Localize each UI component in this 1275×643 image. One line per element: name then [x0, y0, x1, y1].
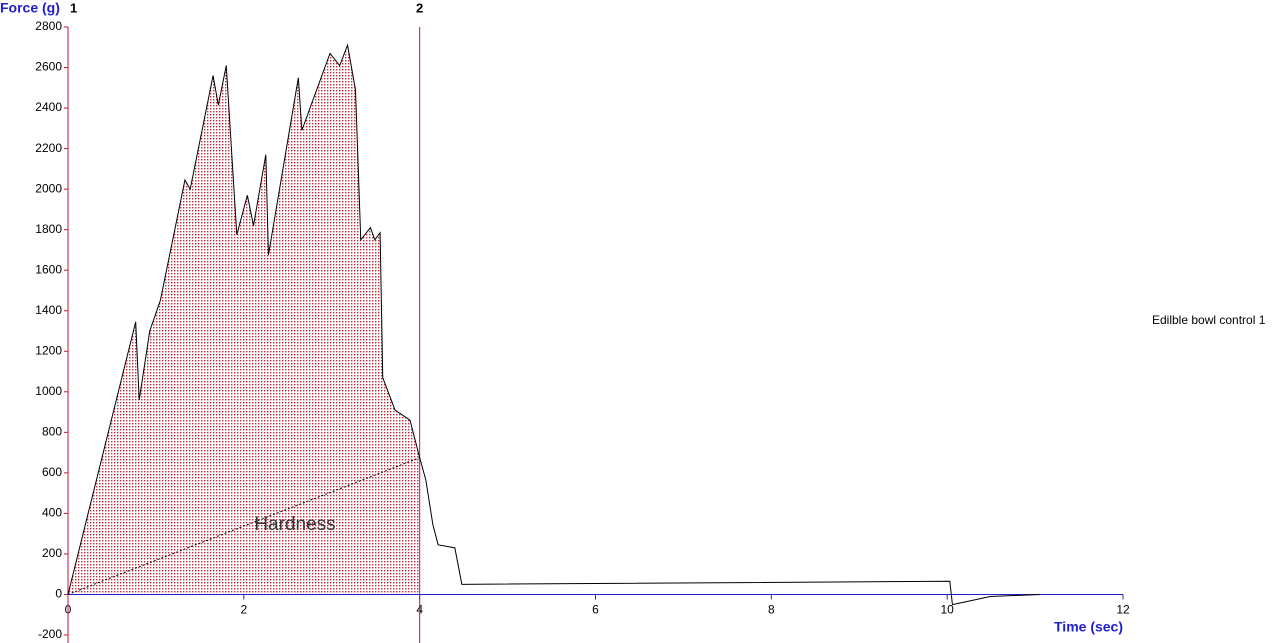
- y-tick-label: 1400: [35, 303, 62, 317]
- x-tick-label: 8: [768, 603, 775, 617]
- y-tick-label: 600: [42, 465, 62, 479]
- line: [67, 457, 420, 595]
- y-tick-label: 2600: [35, 60, 62, 74]
- x-axis-label: Time (sec): [1054, 619, 1123, 635]
- x-tick-label: 6: [592, 603, 599, 617]
- marker-label: 2: [416, 0, 423, 15]
- y-tick-label: 1600: [35, 262, 62, 276]
- y-axis-label: Force (g): [0, 0, 60, 16]
- y-tick-label: 1800: [35, 222, 62, 236]
- y-tick-label: 800: [42, 425, 62, 439]
- y-tick-label: 1000: [35, 384, 62, 398]
- x-tick-label: 2: [240, 603, 247, 617]
- x-tick-label: 12: [1116, 603, 1130, 617]
- x-tick-label: 10: [940, 603, 954, 617]
- y-tick-label: 200: [42, 546, 62, 560]
- area: [68, 45, 420, 595]
- y-tick-label: 2800: [35, 19, 62, 33]
- y-tick-label: 2000: [35, 181, 62, 195]
- y-tick-label: 400: [42, 506, 62, 520]
- y-tick-label: 2200: [35, 141, 62, 155]
- annotation: Hardness: [254, 514, 335, 535]
- legend-label: Edilble bowl control 1: [1152, 313, 1266, 327]
- y-tick-label: -200: [38, 627, 62, 641]
- marker-label: 1: [70, 0, 77, 15]
- y-tick-label: 2400: [35, 100, 62, 114]
- y-tick-label: 1200: [35, 343, 62, 357]
- y-tick-label: 0: [55, 587, 62, 601]
- line: [67, 43, 1041, 606]
